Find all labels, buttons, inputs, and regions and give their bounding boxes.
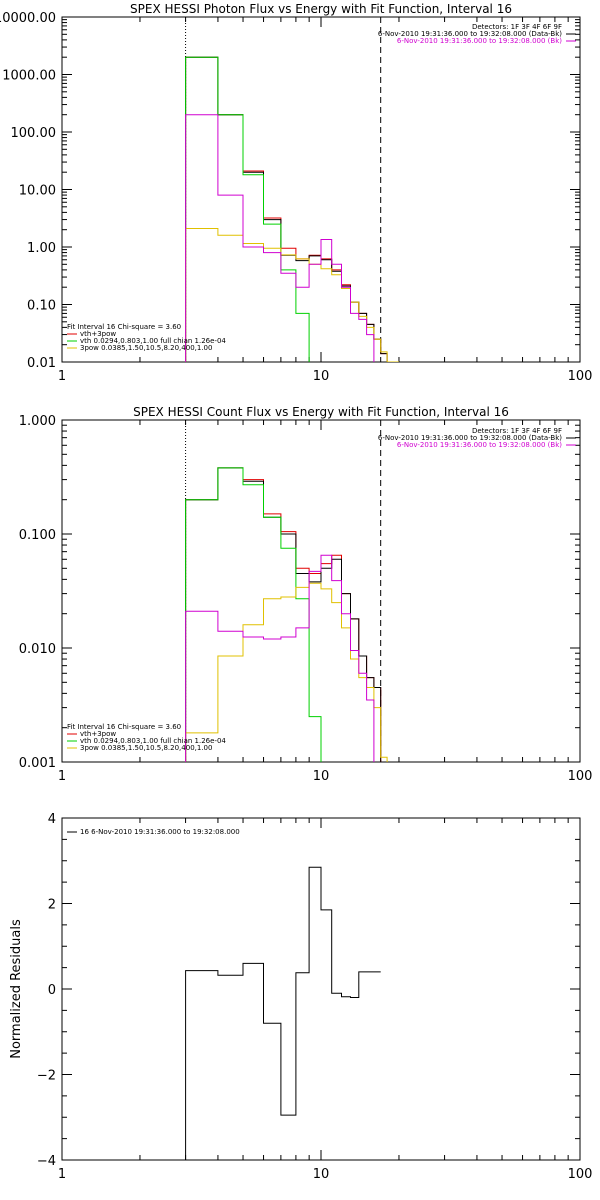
series-bk [185,114,375,362]
y-tick-label: 0.010 [19,642,56,657]
x-tick-label: 100 [568,1167,593,1182]
legend-entry: vth+3pow [80,330,116,338]
x-tick-label: 100 [568,369,593,384]
legend-entry: Fit Interval 16 Chi-square = 3.60 [67,323,181,331]
series-bk [185,554,375,762]
y-axis-label: Normalized Residuals [9,919,24,1059]
legend-entry: 3pow 0.0385,1.50,10.5,8.20,400,1.00 [80,744,212,752]
y-tick-label: 1.000 [19,414,56,429]
y-tick-label: 4 [48,812,56,827]
y-tick-label: 10000.00 [0,11,56,26]
legend-entry: Fit Interval 16 Chi-square = 3.60 [67,723,181,731]
y-tick-label: 0.100 [19,528,56,543]
count-flux-panel: SPEX HESSI Count Flux vs Energy with Fit… [19,405,593,784]
data-layer [185,56,399,362]
x-tick-label: 10 [313,769,330,784]
info-line: Detectors: 1F 3F 4F 6F 9F [472,23,562,31]
legend-entry: vth 0.0294,0.803,1.00 full chian 1.26e-0… [80,337,226,345]
y-tick-label: 0.01 [27,356,56,371]
x-tick-label: 1 [58,769,66,784]
x-tick-label: 10 [313,369,330,384]
data-layer [185,866,381,1160]
y-tick-label: 0 [48,983,56,998]
info-line: 6-Nov-2010 19:31:36.000 to 19:32:08.000 … [378,30,562,38]
y-tick-label: 100.00 [11,126,57,141]
plot-frame [61,419,581,763]
y-tick-label: 10.00 [19,184,56,199]
info-line: 6-Nov-2010 19:31:36.000 to 19:32:08.000 … [378,434,562,442]
series-16 [185,866,381,1160]
chart-title: SPEX HESSI Photon Flux vs Energy with Fi… [130,2,512,16]
x-tick-label: 1 [58,1167,66,1182]
photon-flux-panel: SPEX HESSI Photon Flux vs Energy with Fi… [0,2,592,384]
data-layer [185,467,388,762]
plot-frame [61,16,581,363]
y-tick-label: 2 [48,898,56,913]
y-tick-label: −4 [37,1154,56,1169]
legend-entry: vth 0.0294,0.803,1.00 full chian 1.26e-0… [80,737,226,745]
residuals-panel: 1 10 100 4 2 0 −2 −4 Normalized Residuals 16 6-No… [9,812,592,1182]
x-tick-label: 1 [58,369,66,384]
series-data [185,467,382,762]
series-vth [185,56,310,362]
legend-entry: 16 6-Nov-2010 19:31:36.000 to 19:32:08.0… [80,828,240,836]
legend-entry: vth+3pow [80,730,116,738]
y-tick-label: −2 [37,1069,56,1084]
y-tick-label: 1000.00 [2,69,56,84]
y-tick-label: 0.10 [27,299,56,314]
legend-entry: 3pow 0.0385,1.50,10.5,8.20,400,1.00 [80,344,212,352]
info-line: 6-Nov-2010 19:31:36.000 to 19:32:08.000 … [397,441,562,449]
chart-title: SPEX HESSI Count Flux vs Energy with Fit… [133,405,509,419]
y-tick-label: 1.00 [27,241,56,256]
info-line: Detectors: 1F 3F 4F 6F 9F [472,427,562,435]
x-tick-label: 10 [313,1167,330,1182]
info-line: 6-Nov-2010 19:31:36.000 to 19:32:08.000 … [397,37,562,45]
y-tick-label: 0.001 [19,756,56,771]
x-tick-label: 100 [568,769,593,784]
